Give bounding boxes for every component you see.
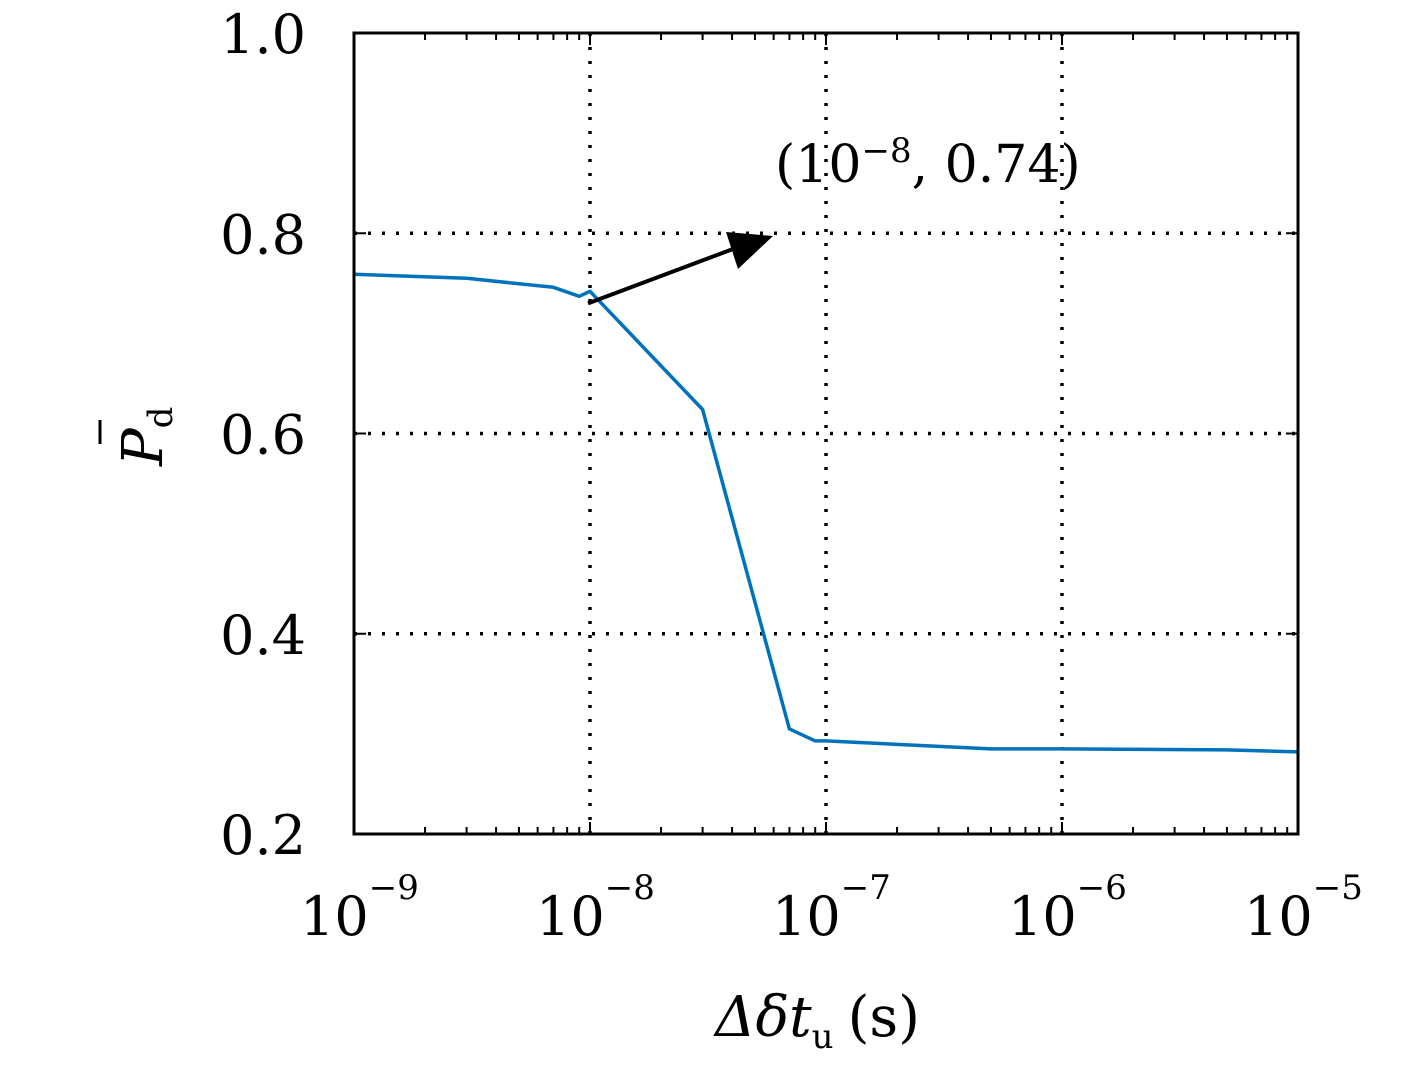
tick-labels: 0.2 0.4 0.6 0.8 1.0 10−9 10−8 10−7 10−6 10−5 [220, 3, 1363, 948]
y-tick-label: 0.6 [220, 404, 306, 467]
series-layer [353, 272, 1299, 754]
annotation-arrow-shaft [587, 247, 734, 306]
y-axis-label: Pd [111, 407, 181, 467]
series-line [353, 272, 1299, 754]
annotation: (10−8, 0.74) [587, 131, 1081, 306]
annotation-label: (10−8, 0.74) [775, 131, 1081, 195]
y-tick-label: 1.0 [220, 3, 306, 66]
x-tick-label: 10−8 [536, 868, 655, 948]
x-tick-label: 10−7 [772, 868, 891, 948]
x-tick-label: 10−6 [1008, 868, 1127, 948]
plot-frame [352, 31, 1300, 836]
y-tick-label: 0.4 [220, 604, 306, 667]
grid [354, 33, 1298, 834]
annotation-arrow-head [726, 232, 773, 269]
x-axis-label: Δδtu (s) [713, 985, 920, 1057]
x-tick-label: 10−5 [1244, 868, 1363, 948]
y-tick-label: 0.8 [220, 203, 306, 266]
x-tick-label: 10−9 [300, 868, 419, 948]
y-tick-label: 0.2 [220, 804, 306, 867]
axis-labels: Δδtu (s) Pd [98, 407, 920, 1057]
